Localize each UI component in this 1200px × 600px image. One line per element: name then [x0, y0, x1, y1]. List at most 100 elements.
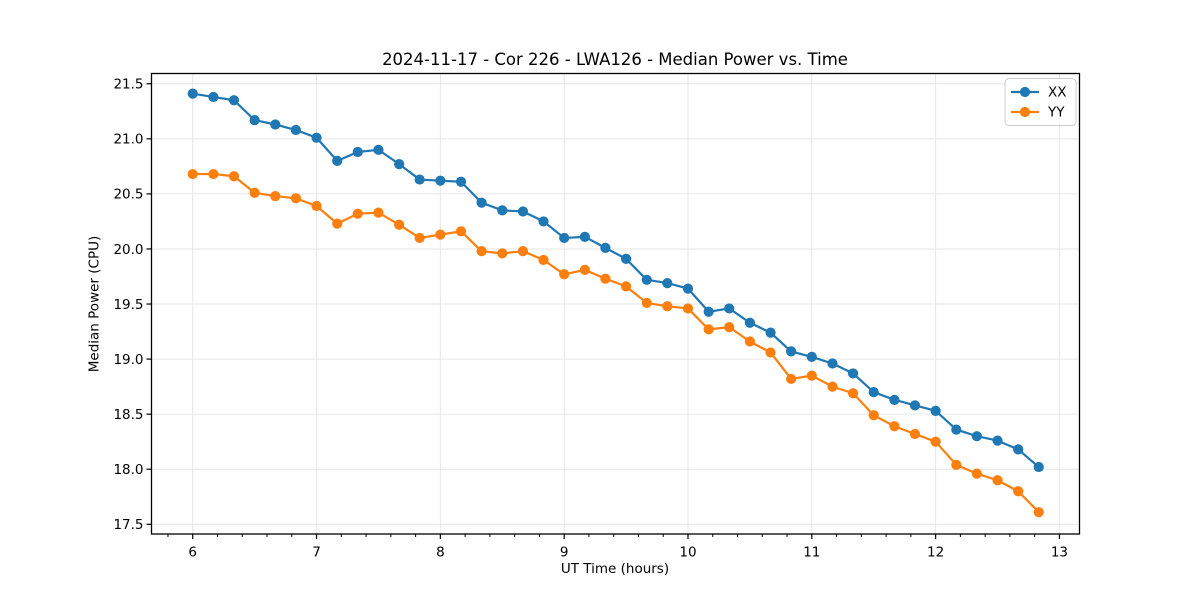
data-point-YY [1033, 507, 1044, 518]
data-point-YY [290, 193, 301, 204]
data-point-YY [703, 324, 714, 335]
y-tick-label: 20.5 [113, 187, 143, 203]
data-point-YY [744, 336, 756, 347]
x-tick-label: 9 [560, 545, 569, 561]
legend: XX YY [1004, 78, 1077, 126]
data-point-XX [682, 283, 694, 294]
legend-item-YY: YY [1011, 105, 1065, 121]
x-tick-label: 7 [312, 545, 321, 561]
data-point-YY [724, 322, 735, 333]
data-point-XX [559, 232, 570, 244]
legend-label: XX [1048, 85, 1067, 101]
plot-frame [150, 72, 1081, 535]
data-point-YY [806, 370, 817, 381]
data-point-YY [538, 254, 549, 266]
data-point-YY [930, 436, 941, 447]
x-tick-label: 6 [188, 545, 197, 561]
data-point-XX [394, 159, 405, 170]
data-point-XX [765, 327, 776, 338]
data-point-XX [724, 303, 735, 314]
y-axis-label: Median Power (CPU) [86, 235, 103, 373]
data-point-YY [270, 190, 281, 202]
legend-marker-sample [1019, 86, 1031, 98]
data-point-XX [786, 346, 797, 357]
data-point-YY [682, 303, 694, 314]
data-point-XX [228, 95, 240, 106]
data-point-XX [930, 405, 941, 416]
x-tick-label: 8 [436, 545, 445, 561]
data-point-YY [992, 475, 1003, 486]
data-point-XX [414, 174, 425, 185]
y-tick-label: 18.5 [113, 407, 143, 423]
data-point-YY [311, 200, 322, 212]
data-point-YY [868, 410, 879, 421]
data-point-XX [662, 277, 673, 289]
data-point-XX [332, 155, 343, 166]
y-tick-label: 19.5 [113, 297, 143, 313]
data-point-XX [703, 306, 714, 317]
data-point-XX [641, 274, 652, 285]
data-point-XX [744, 317, 756, 328]
data-point-XX [847, 368, 859, 379]
data-point-YY [435, 229, 446, 240]
data-point-YY [208, 168, 219, 180]
data-point-YY [352, 208, 363, 219]
data-point-YY [600, 273, 611, 284]
data-point-YY [476, 246, 487, 257]
chart-title: 2024-11-17 - Cor 226 - LWA126 - Median P… [382, 50, 848, 69]
data-point-XX [270, 119, 281, 130]
y-tick-label: 17.5 [113, 517, 143, 533]
data-point-XX [827, 358, 838, 369]
y-tick-label: 20.0 [113, 242, 143, 258]
data-point-XX [249, 114, 260, 126]
axes-ticks: 6 7 8 9 10 11 12 13 17.5 18.0 18.5 19.0 19.5 20.0 20.5… [113, 77, 1068, 561]
data-point-XX [889, 394, 900, 405]
data-point-XX [373, 144, 384, 155]
series-line-XX [191, 92, 1040, 469]
data-point-YY [394, 219, 405, 230]
data-point-XX [620, 253, 632, 264]
data-point-XX [290, 124, 301, 136]
data-point-YY [951, 459, 962, 470]
data-point-XX [455, 176, 467, 187]
data-point-XX [971, 431, 982, 442]
data-point-XX [352, 146, 363, 158]
data-point-YY [765, 347, 776, 358]
legend-marker-sample [1019, 106, 1031, 118]
series-YY [187, 168, 1044, 518]
data-point-YY [332, 218, 343, 229]
data-point-YY [455, 226, 467, 237]
data-point-YY [827, 381, 838, 392]
data-point-XX [806, 351, 817, 362]
data-point-XX [868, 387, 879, 398]
data-point-XX [909, 400, 921, 411]
legend-item-XX: XX [1011, 85, 1067, 101]
data-point-YY [889, 421, 900, 432]
data-point-XX [600, 242, 611, 253]
data-point-YY [579, 264, 590, 275]
data-point-XX [476, 197, 487, 208]
x-axis-label: UT Time (hours) [560, 561, 670, 577]
data-point-XX [517, 206, 529, 217]
y-tick-label: 18.0 [113, 462, 143, 478]
data-point-YY [517, 246, 529, 257]
data-point-YY [228, 171, 240, 182]
x-tick-label: 13 [1051, 545, 1068, 561]
y-tick-label: 19.0 [113, 352, 143, 368]
data-point-XX [992, 435, 1003, 446]
data-point-YY [971, 468, 982, 479]
data-point-XX [187, 88, 198, 99]
y-tick-label: 21.0 [113, 132, 143, 148]
data-point-YY [662, 301, 673, 312]
data-point-YY [414, 232, 425, 244]
data-point-YY [620, 281, 632, 292]
data-point-YY [641, 297, 652, 309]
data-point-XX [435, 175, 446, 186]
data-point-XX [579, 231, 590, 242]
data-point-XX [311, 132, 322, 143]
data-point-XX [538, 216, 549, 227]
x-tick-label: 11 [803, 545, 820, 561]
data-point-YY [786, 373, 797, 385]
data-point-YY [847, 388, 859, 399]
